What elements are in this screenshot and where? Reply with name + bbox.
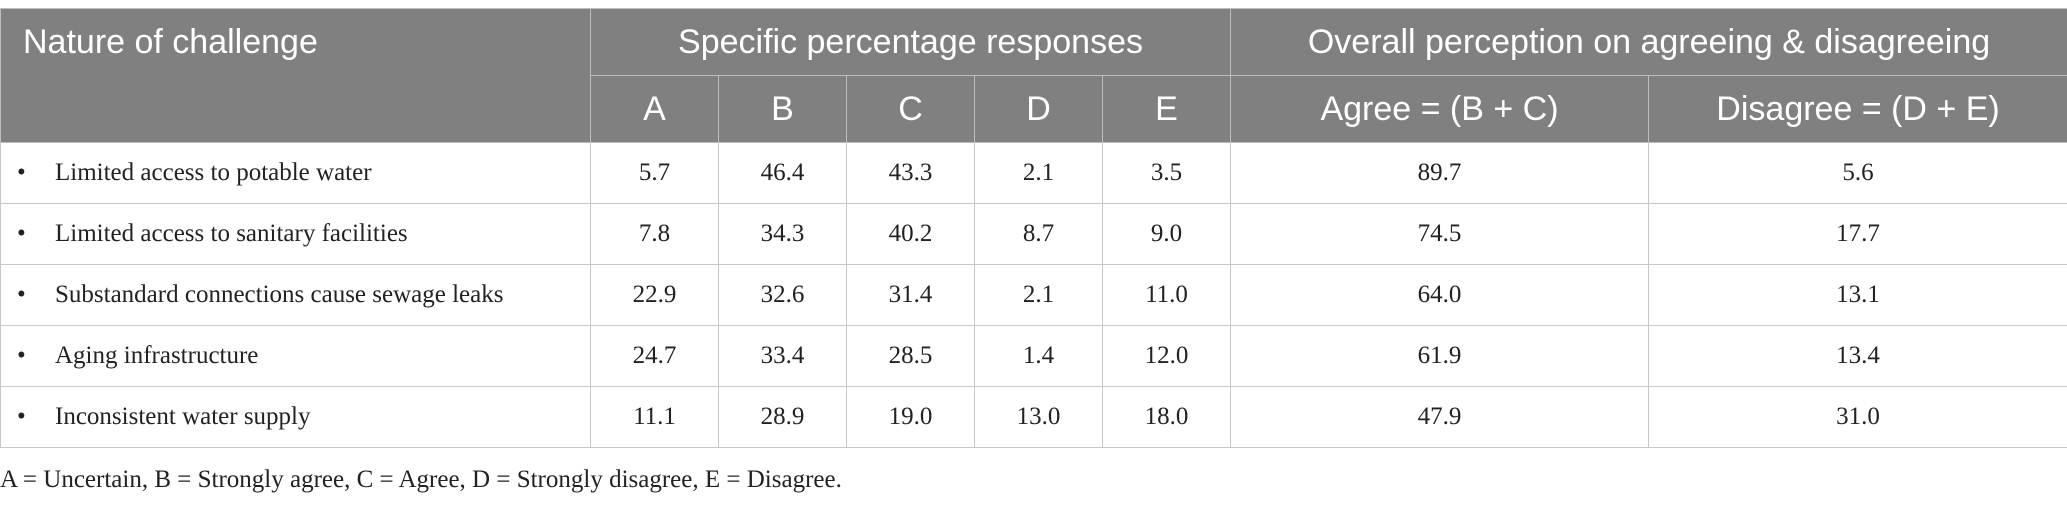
- cell-c: 43.3: [846, 142, 975, 204]
- cell-a: 7.8: [590, 203, 719, 265]
- row-label-text: Limited access to sanitary facilities: [55, 220, 408, 247]
- table-row: • Aging infrastructure 24.7 33.4 28.5 1.4…: [0, 325, 2067, 387]
- table-footnote: A = Uncertain, B = Strongly agree, C = A…: [0, 466, 842, 493]
- cell-disagree: 31.0: [1648, 386, 2067, 448]
- header-col-c: C: [846, 75, 975, 143]
- header-col-d: D: [974, 75, 1103, 143]
- cell-agree: 64.0: [1230, 264, 1650, 326]
- table-container: Nature of challenge Specific percentage …: [0, 8, 2067, 448]
- cell-b: 33.4: [718, 325, 847, 387]
- cell-e: 12.0: [1101, 325, 1232, 387]
- bullet-icon: •: [17, 403, 26, 430]
- table-row: • Limited access to potable water 5.7 46.…: [0, 142, 2067, 204]
- table-row: • Substandard connections cause sewage le…: [0, 264, 2067, 326]
- cell-c: 40.2: [846, 203, 975, 265]
- cell-disagree: 13.4: [1648, 325, 2067, 387]
- cell-e: 11.0: [1101, 264, 1232, 326]
- header-nature-of-challenge: Nature of challenge: [0, 8, 591, 143]
- cell-c: 19.0: [846, 386, 975, 448]
- cell-agree: 47.9: [1230, 386, 1650, 448]
- bullet-icon: •: [17, 159, 26, 186]
- cell-b: 34.3: [718, 203, 847, 265]
- row-label-text: Aging infrastructure: [55, 342, 259, 369]
- header-col-b: B: [718, 75, 847, 143]
- cell-a: 24.7: [590, 325, 719, 387]
- cell-c: 28.5: [846, 325, 975, 387]
- table-row: • Inconsistent water supply 11.1 28.9 19.…: [0, 386, 2067, 448]
- cell-d: 13.0: [974, 386, 1103, 448]
- cell-e: 3.5: [1101, 142, 1232, 204]
- row-label: • Limited access to potable water: [0, 142, 591, 204]
- cell-b: 32.6: [718, 264, 847, 326]
- row-label-text: Inconsistent water supply: [55, 403, 311, 430]
- cell-b: 46.4: [718, 142, 847, 204]
- row-label-text: Substandard connections cause sewage lea…: [55, 281, 504, 308]
- row-label: • Aging infrastructure: [0, 325, 591, 387]
- row-label: • Limited access to sanitary facilities: [0, 203, 591, 265]
- cell-b: 28.9: [718, 386, 847, 448]
- cell-a: 5.7: [590, 142, 719, 204]
- cell-agree: 61.9: [1230, 325, 1650, 387]
- cell-d: 8.7: [974, 203, 1103, 265]
- header-col-a: A: [590, 75, 719, 143]
- cell-disagree: 5.6: [1648, 142, 2067, 204]
- cell-d: 1.4: [974, 325, 1103, 387]
- cell-a: 11.1: [590, 386, 719, 448]
- bullet-icon: •: [17, 281, 26, 308]
- cell-c: 31.4: [846, 264, 975, 326]
- row-label: • Inconsistent water supply: [0, 386, 591, 448]
- cell-agree: 89.7: [1230, 142, 1650, 204]
- cell-disagree: 13.1: [1648, 264, 2067, 326]
- row-label-text: Limited access to potable water: [55, 159, 372, 186]
- cell-d: 2.1: [974, 142, 1103, 204]
- table-row: • Limited access to sanitary facilities 7…: [0, 203, 2067, 265]
- cell-e: 9.0: [1101, 203, 1232, 265]
- header-col-agree: Agree = (B + C): [1230, 75, 1650, 143]
- header-overall-perception: Overall perception on agreeing & disagre…: [1230, 8, 2067, 76]
- cell-disagree: 17.7: [1648, 203, 2067, 265]
- bullet-icon: •: [17, 220, 26, 247]
- challenges-table: Nature of challenge Specific percentage …: [0, 8, 2067, 448]
- row-label: • Substandard connections cause sewage le…: [0, 264, 591, 326]
- header-col-disagree: Disagree = (D + E): [1648, 75, 2067, 143]
- header-col-e: E: [1101, 75, 1232, 143]
- bullet-icon: •: [17, 342, 26, 369]
- cell-agree: 74.5: [1230, 203, 1650, 265]
- cell-a: 22.9: [590, 264, 719, 326]
- cell-e: 18.0: [1101, 386, 1232, 448]
- header-specific-percentage-responses: Specific percentage responses: [589, 8, 1232, 76]
- cell-d: 2.1: [974, 264, 1103, 326]
